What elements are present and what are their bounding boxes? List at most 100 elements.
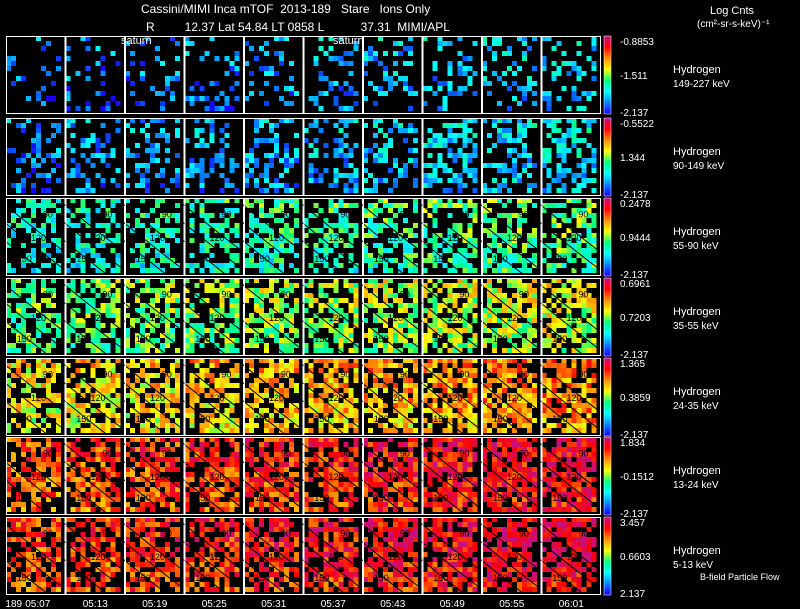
- pixel: [502, 383, 507, 388]
- pixel: [452, 393, 458, 398]
- pitch-label-90: 90: [519, 210, 529, 220]
- pixel: [447, 228, 453, 233]
- pixel: [31, 208, 36, 213]
- pixel: [551, 363, 557, 368]
- pixel: [234, 208, 240, 213]
- pixel: [95, 313, 101, 318]
- pixel: [244, 457, 249, 462]
- pixel: [26, 398, 31, 403]
- pixel: [551, 178, 557, 183]
- pixel: [313, 203, 319, 208]
- pixel: [21, 188, 26, 193]
- pixel: [209, 393, 215, 398]
- pixel: [457, 328, 463, 333]
- pixel: [249, 153, 254, 158]
- pixel: [244, 153, 249, 158]
- pixel: [532, 203, 537, 208]
- pixel: [586, 228, 592, 233]
- pixel: [437, 288, 443, 293]
- pixel: [427, 308, 433, 313]
- pixel: [249, 423, 254, 428]
- pixel: [289, 263, 294, 268]
- pixel: [110, 413, 116, 418]
- pixel: [507, 328, 512, 333]
- pixel: [269, 418, 274, 423]
- field-line: [63, 363, 128, 415]
- pixel: [160, 278, 165, 283]
- pixel: [378, 228, 383, 233]
- pixel: [447, 86, 453, 91]
- pixel: [175, 173, 180, 178]
- pixel: [6, 348, 11, 353]
- pixel: [432, 66, 438, 71]
- pixel: [546, 148, 552, 153]
- pixel: [303, 233, 309, 238]
- pixel: [502, 318, 507, 323]
- pixel: [56, 198, 61, 203]
- pixel: [432, 223, 438, 228]
- panel-border: [184, 198, 244, 276]
- pixel: [80, 472, 86, 477]
- pixel: [130, 457, 135, 462]
- pixel: [408, 283, 413, 288]
- pixel: [26, 348, 31, 353]
- pixel: [254, 328, 259, 333]
- pixel: [160, 91, 165, 96]
- pixel: [373, 363, 378, 368]
- pixel: [586, 328, 592, 333]
- pixel: [105, 208, 111, 213]
- pixel: [46, 71, 51, 76]
- pixel: [194, 168, 200, 173]
- pixel: [110, 408, 116, 413]
- pixel: [437, 81, 443, 86]
- pitch-label-120: 120: [31, 472, 46, 482]
- energy-label-r4: 24-35 keV: [673, 401, 719, 412]
- pixel: [274, 328, 279, 333]
- pitch-label-90: 90: [162, 449, 172, 459]
- pitch-label-150: 150: [255, 334, 270, 344]
- pixel: [492, 118, 497, 123]
- pixel: [343, 188, 349, 193]
- pixel: [591, 148, 597, 153]
- pixel: [125, 368, 130, 373]
- pixel: [194, 143, 200, 148]
- pixel: [532, 303, 537, 308]
- pixel: [487, 408, 492, 413]
- pixel: [189, 378, 195, 383]
- pixel: [408, 303, 413, 308]
- pixel: [70, 472, 76, 477]
- pixel: [437, 378, 443, 383]
- pixel: [80, 393, 86, 398]
- pixel: [502, 133, 507, 138]
- colorbar-min-r4: -2.137: [620, 430, 649, 441]
- pixel: [507, 423, 512, 428]
- pixel: [462, 358, 468, 363]
- pixel: [556, 71, 562, 76]
- pixel: [566, 293, 572, 298]
- pixel: [194, 388, 200, 393]
- pitch-label-90: 90: [43, 449, 53, 459]
- field-line: [3, 381, 68, 433]
- pixel: [11, 398, 16, 403]
- pixel: [532, 388, 537, 393]
- pixel: [571, 328, 577, 333]
- panel-border: [6, 358, 66, 436]
- pixel: [85, 482, 91, 487]
- field-line: [301, 301, 366, 353]
- pixel: [80, 278, 86, 283]
- pixel: [343, 418, 349, 423]
- pixel: [95, 253, 101, 258]
- pixel: [373, 288, 378, 293]
- pixel: [264, 243, 269, 248]
- pixel: [556, 66, 562, 71]
- pixel: [507, 398, 512, 403]
- pixel: [447, 268, 453, 273]
- pixel: [338, 148, 344, 153]
- pixel: [368, 418, 373, 423]
- pixel: [264, 323, 269, 328]
- pixel: [160, 467, 165, 472]
- pixel: [269, 298, 274, 303]
- pixel: [427, 163, 433, 168]
- pixel: [576, 328, 582, 333]
- pixel: [308, 283, 314, 288]
